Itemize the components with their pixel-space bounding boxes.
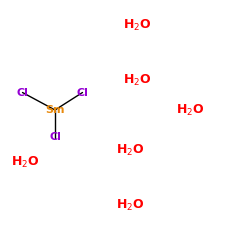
Text: Cl: Cl — [16, 88, 28, 98]
Text: H$_2$O: H$_2$O — [116, 142, 144, 158]
Text: Sm: Sm — [45, 105, 65, 115]
Text: Cl: Cl — [49, 132, 61, 142]
Text: H$_2$O: H$_2$O — [116, 198, 144, 212]
Text: H$_2$O: H$_2$O — [176, 102, 204, 118]
Text: Cl: Cl — [76, 88, 88, 98]
Text: H$_2$O: H$_2$O — [11, 155, 39, 170]
Text: H$_2$O: H$_2$O — [123, 18, 152, 32]
Text: H$_2$O: H$_2$O — [123, 72, 152, 88]
